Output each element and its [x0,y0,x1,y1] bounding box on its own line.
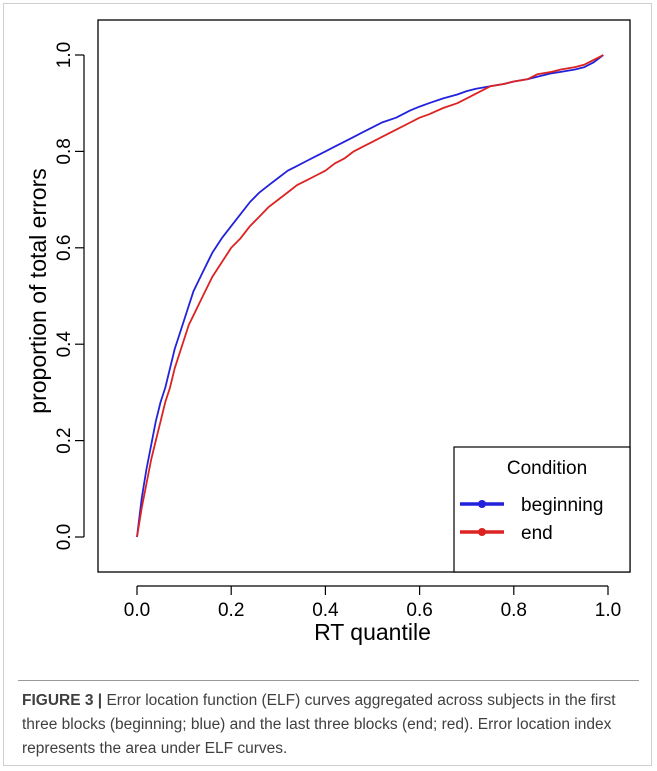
x-axis-label: RT quantile [314,619,431,645]
y-tick-label: 1.0 [54,42,75,68]
y-tick-label: 0.4 [54,331,75,358]
elf-line-chart: 0.0 0.2 0.4 0.6 0.8 1.0 0.0 0.2 0.4 0.6 0.8 1.0 RT… [25,19,631,645]
y-axis-label: proportion of total errors [25,168,51,413]
x-tick-label: 1.0 [595,600,621,621]
plot-area [97,19,631,573]
caption-divider [18,680,639,681]
legend-items: beginning end [460,495,603,544]
x-tick-label: 0.6 [406,600,432,621]
legend: Condition beginning end [453,446,631,573]
y-tick-label: 0.8 [54,138,75,164]
y-tick-label: 0.2 [54,427,75,453]
legend-label-end: end [521,523,553,544]
legend-box [453,446,631,573]
figure-frame [3,3,652,766]
figure-caption: FIGURE 3 | Error location function (ELF)… [22,689,637,761]
y-axis: 0.0 0.2 0.4 0.6 0.8 1.0 [54,42,85,550]
caption-figure-label: FIGURE 3 | [22,692,103,709]
x-tick-label: 0.4 [312,600,339,621]
legend-label-beginning: beginning [521,495,603,516]
series-line-end [136,54,604,538]
y-tick-label: 0.0 [54,524,75,550]
plot-box [97,19,631,573]
y-tick-label: 0.6 [54,235,75,261]
legend-title: Condition [507,458,587,479]
x-tick-label: 0.0 [124,600,150,621]
legend-marker-beginning [478,500,486,508]
legend-marker-end [478,528,486,536]
series-layer [136,54,604,538]
x-tick-label: 0.8 [501,600,527,621]
caption-text: Error location function (ELF) curves agg… [22,692,616,757]
x-tick-label: 0.2 [218,600,244,621]
x-axis: 0.0 0.2 0.4 0.6 0.8 1.0 [124,585,621,621]
